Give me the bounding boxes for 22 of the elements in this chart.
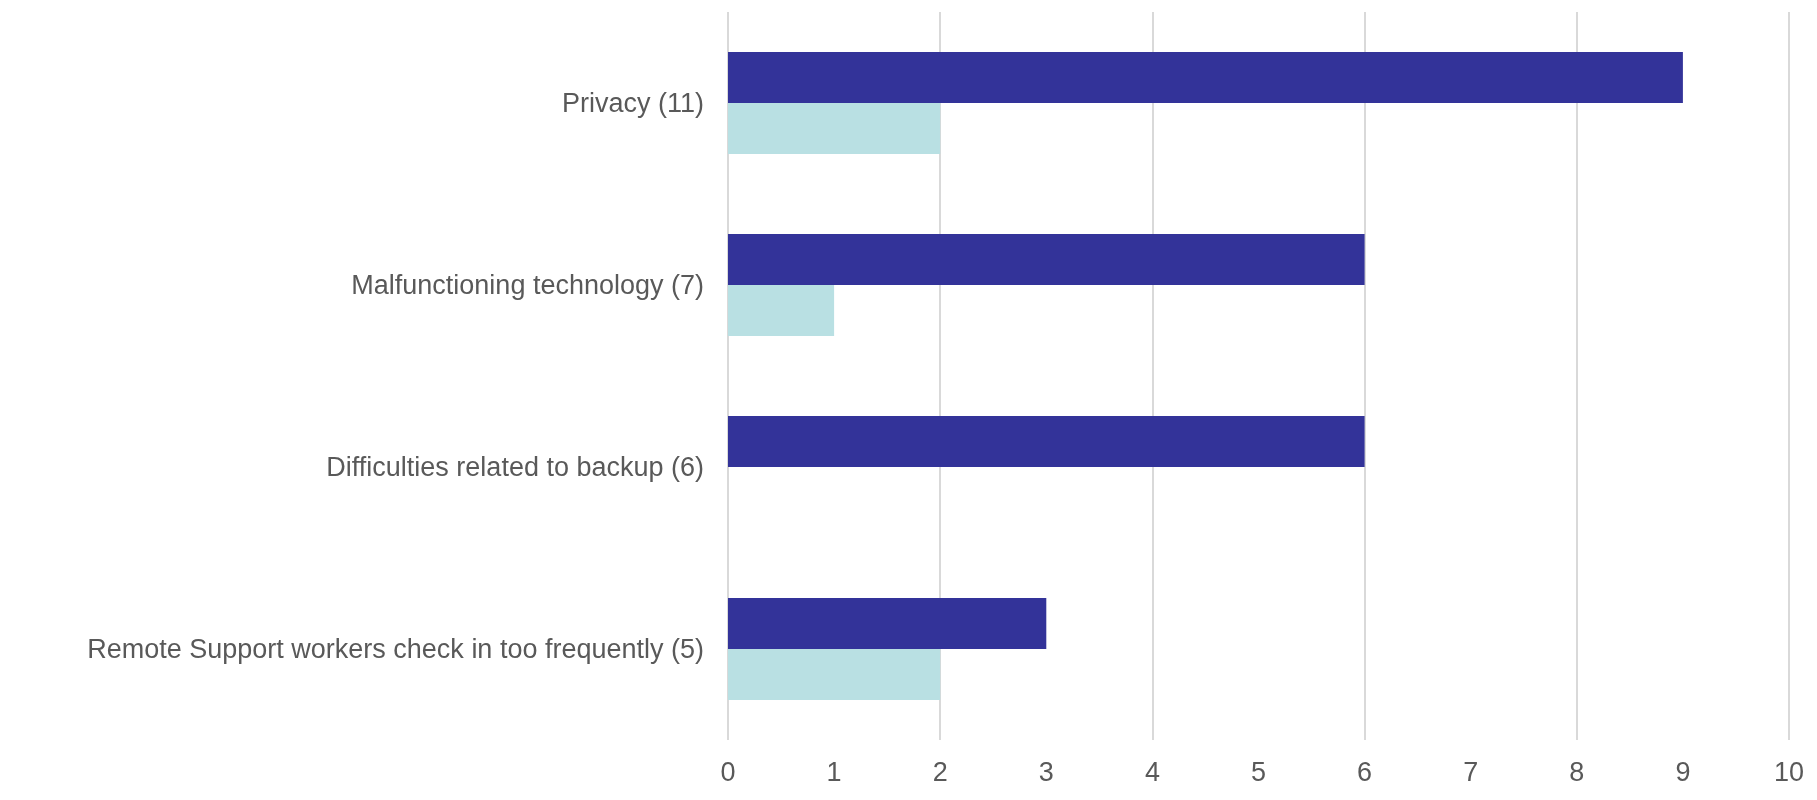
x-tick-label: 0	[720, 756, 736, 787]
x-tick-label: 9	[1675, 756, 1691, 787]
x-tick-label: 3	[1038, 756, 1054, 787]
y-tick-label: Malfunctioning technology (7)	[351, 270, 704, 300]
y-tick-label: Privacy (11)	[561, 88, 704, 118]
bar	[728, 103, 941, 154]
x-tick-label: 8	[1569, 756, 1585, 787]
bar	[728, 234, 1365, 285]
x-tick-label: 7	[1463, 756, 1479, 787]
y-tick-label: Difficulties related to backup (6)	[326, 452, 704, 482]
bar	[728, 285, 835, 336]
bar	[728, 416, 1365, 467]
x-tick-label: 4	[1144, 756, 1160, 787]
x-tick-label: 1	[826, 756, 842, 787]
bar	[728, 649, 941, 700]
x-tick-label: 5	[1250, 756, 1267, 787]
x-tick-label: 2	[932, 756, 948, 787]
x-tick-label: 10	[1773, 756, 1805, 787]
x-tick-label: 6	[1357, 756, 1373, 787]
y-tick-label: Remote Support workers check in too frequently (5)	[87, 634, 704, 664]
bar	[728, 598, 1047, 649]
bar	[728, 52, 1683, 103]
